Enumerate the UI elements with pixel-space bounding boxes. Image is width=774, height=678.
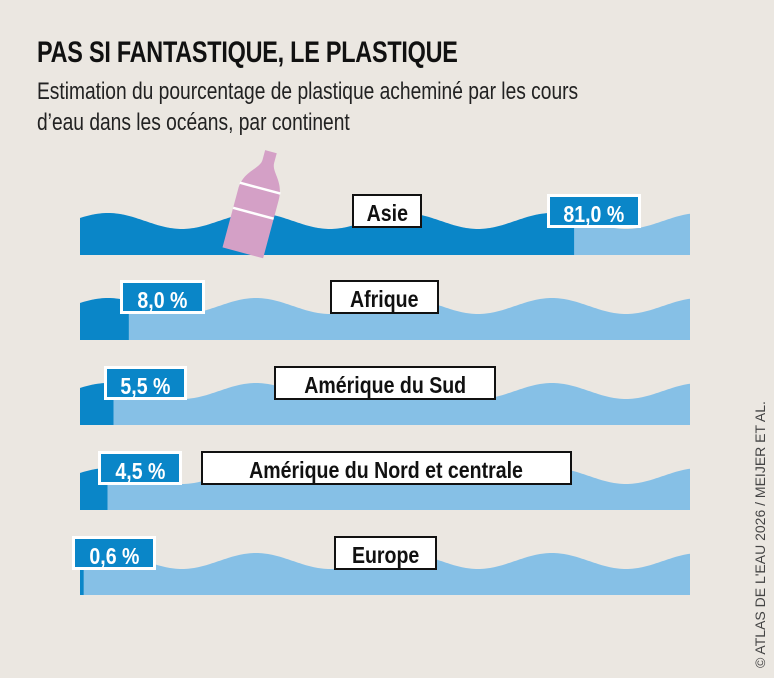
category-label-afrique: Afrique [330, 280, 439, 314]
wave-bar-value [80, 213, 575, 255]
copyright-icon: © [752, 654, 768, 668]
wave-bar-remaining [80, 553, 690, 595]
value-label-amerique-du-sud: 5,5 % [104, 366, 187, 400]
category-label-amerique-du-sud: Amérique du Sud [274, 366, 496, 400]
chart-title: PAS SI FANTASTIQUE, LE PLASTIQUE [37, 36, 458, 69]
source-credit: © ATLAS DE L'EAU 2026 / MEIJER ET AL. [752, 401, 768, 668]
value-label-afrique: 8,0 % [120, 280, 205, 314]
chart-subtitle: Estimation du pourcentage de plastique a… [37, 76, 578, 138]
value-label-amerique-du-nord: 4,5 % [98, 451, 182, 485]
category-label-europe: Europe [334, 536, 437, 570]
subtitle-line-2: d’eau dans les océans, par continent [37, 109, 350, 136]
subtitle-line-1: Estimation du pourcentage de plastique a… [37, 78, 579, 105]
wave-bar-value [80, 298, 129, 340]
wave-bar-remaining [80, 298, 690, 340]
plastic-bottle-icon [222, 150, 281, 259]
wave-bar-remaining [80, 383, 690, 425]
category-label-asie: Asie [352, 194, 422, 228]
value-label-asie: 81,0 % [547, 194, 641, 228]
category-label-amerique-du-nord: Amérique du Nord et centrale [201, 451, 572, 485]
value-label-europe: 0,6 % [72, 536, 156, 570]
